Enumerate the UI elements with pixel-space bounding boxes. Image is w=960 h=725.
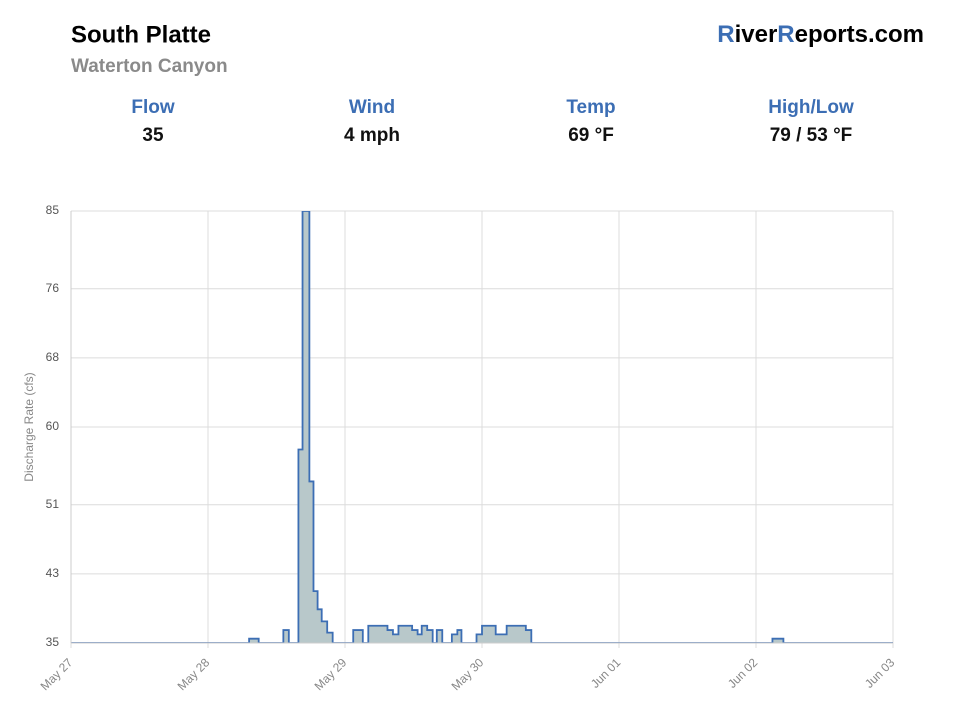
subtitle: Waterton Canyon [71, 56, 228, 77]
stat-value: 69 °F [568, 125, 614, 146]
stat-label: Temp [566, 97, 615, 118]
stat-label: Flow [131, 97, 174, 118]
y-axis-label: Discharge Rate (cfs) [22, 372, 36, 481]
stat-label: High/Low [768, 97, 854, 118]
y-tick-label: 76 [46, 281, 60, 295]
title: South Platte [71, 21, 211, 48]
x-tick-label: Jun 01 [588, 655, 624, 691]
stat-value: 35 [142, 125, 164, 146]
stat-label: Wind [349, 97, 395, 118]
y-tick-label: 43 [46, 566, 60, 580]
logo: RiverReports.com [717, 21, 924, 48]
stat-value: 4 mph [344, 125, 400, 146]
x-tick-label: May 30 [449, 655, 487, 693]
y-tick-label: 60 [46, 419, 60, 433]
logo-part: eports.com [795, 21, 924, 48]
y-tick-label: 85 [46, 203, 60, 217]
x-tick-label: May 27 [38, 655, 76, 693]
plot: 35 43 51 60 68 76 85 May 27 May 28 May 29 May 30 Ju… [22, 203, 897, 693]
x-tick-label: Jun 02 [725, 655, 761, 691]
x-tick-label: May 28 [175, 655, 213, 693]
x-tick-label: May 29 [312, 655, 350, 693]
y-tick-label: 35 [46, 635, 60, 649]
x-tick-label: Jun 03 [862, 655, 898, 691]
y-tick-label: 51 [46, 497, 60, 511]
logo-part: R [777, 21, 794, 48]
logo-part: iver [735, 21, 778, 48]
logo-part: R [717, 21, 734, 48]
line [71, 211, 893, 643]
stat-value: 79 / 53 °F [770, 125, 853, 146]
y-tick-label: 68 [46, 350, 60, 364]
stats: Flow 35 Wind 4 mph Temp 69 °F High/Low 79 / 53 … [131, 97, 854, 146]
